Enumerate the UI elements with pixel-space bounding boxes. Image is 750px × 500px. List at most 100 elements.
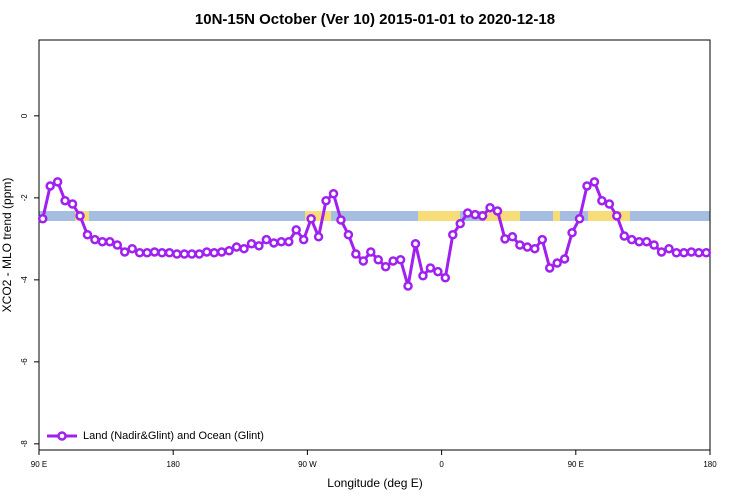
data-point <box>75 211 85 221</box>
data-point <box>477 211 488 221</box>
data-point <box>664 243 674 254</box>
data-point <box>492 206 503 216</box>
data-point <box>522 242 533 252</box>
data-point <box>515 240 525 250</box>
data-point <box>410 239 421 249</box>
data-point <box>544 263 555 273</box>
data-point <box>209 248 219 258</box>
data-point <box>298 234 309 245</box>
x-axis-label: Longitude (deg E) <box>327 476 422 490</box>
data-point <box>284 236 294 247</box>
series-line <box>41 179 707 287</box>
data-point <box>641 236 652 247</box>
data-point <box>634 236 644 247</box>
data-point <box>52 177 63 187</box>
data-point <box>574 214 585 224</box>
data-point <box>448 230 458 240</box>
data-point <box>433 266 443 277</box>
data-point <box>202 247 212 257</box>
data-point <box>134 248 145 258</box>
data-point <box>589 177 600 187</box>
data-point <box>105 236 115 247</box>
ocean-band <box>39 211 710 221</box>
data-point <box>366 247 376 257</box>
data-point <box>231 242 242 252</box>
data-point <box>187 249 197 259</box>
data-point <box>388 256 398 266</box>
data-point <box>216 247 227 257</box>
data-point <box>597 195 607 206</box>
plot-frame <box>38 39 711 451</box>
data-point <box>276 236 287 247</box>
data-point <box>343 230 354 240</box>
data-point <box>567 227 577 238</box>
data-point <box>306 214 316 224</box>
y-axis-label: XCO2 - MLO trend (ppm) <box>0 178 14 313</box>
data-point <box>671 248 682 258</box>
data-point <box>157 248 167 258</box>
land-patch <box>418 211 460 221</box>
y-tick-label: -4 <box>20 276 29 284</box>
data-point <box>313 232 324 242</box>
x-tick-label: 180 <box>703 460 717 469</box>
data-point <box>261 234 272 245</box>
x-tick-label: 180 <box>167 460 181 469</box>
data-point <box>530 243 540 254</box>
data-point <box>701 248 712 258</box>
data-point <box>694 248 704 258</box>
data-point <box>37 214 48 224</box>
data-point <box>269 238 279 248</box>
data-point <box>462 208 473 218</box>
data-point <box>82 230 93 240</box>
data-point <box>552 258 562 268</box>
data-point <box>537 234 547 245</box>
land-patch <box>588 211 630 221</box>
data-point <box>619 231 630 241</box>
data-point <box>224 245 234 256</box>
data-point <box>246 239 257 249</box>
data-point <box>239 243 249 254</box>
data-point <box>119 247 130 257</box>
data-point <box>321 195 331 206</box>
data-point <box>358 256 369 266</box>
y-tick-label: -6 <box>20 358 29 366</box>
data-point <box>254 241 264 251</box>
data-point <box>351 249 361 259</box>
data-point <box>97 236 108 247</box>
land-patch <box>305 211 331 221</box>
data-point <box>127 243 137 254</box>
chart-title: 10N-15N October (Ver 10) 2015-01-01 to 2… <box>195 11 555 28</box>
data-point <box>604 199 615 209</box>
data-point <box>45 181 55 191</box>
data-point <box>470 209 480 220</box>
data-point <box>418 271 428 281</box>
y-tick-label: 0 <box>20 113 29 118</box>
data-point <box>291 225 301 235</box>
data-point <box>179 249 190 259</box>
data-point <box>149 247 160 257</box>
data-point <box>582 181 592 191</box>
data-point <box>559 254 570 264</box>
data-point <box>649 240 659 250</box>
land-patch <box>485 211 520 221</box>
data-point <box>507 232 518 242</box>
data-point <box>485 202 495 213</box>
data-point <box>403 281 413 291</box>
data-point <box>67 199 78 209</box>
surface-band <box>39 211 710 221</box>
data-point <box>142 248 152 258</box>
x-tick-label: 90 E <box>31 460 47 469</box>
land-patch <box>553 211 560 221</box>
x-tick-label: 90 W <box>298 460 317 469</box>
data-point <box>172 249 182 259</box>
data-point <box>164 248 175 258</box>
data-point <box>425 263 436 273</box>
data-point <box>626 234 637 245</box>
data-point <box>328 189 339 199</box>
data-point <box>90 234 100 245</box>
data-point <box>656 247 667 257</box>
data-point <box>679 248 689 258</box>
y-tick-label: -8 <box>20 440 29 448</box>
legend-label: Land (Nadir&Glint) and Ocean (Glint) <box>83 430 264 442</box>
